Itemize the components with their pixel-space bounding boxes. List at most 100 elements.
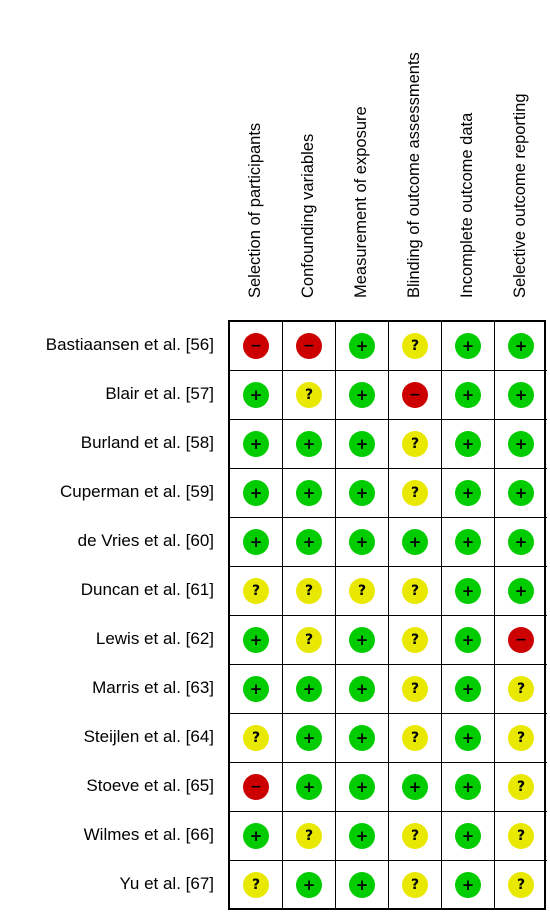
unclear-risk-icon: ? — [296, 823, 322, 849]
rating-cell: − — [230, 322, 283, 371]
column-header-label: Incomplete outcome data — [457, 112, 476, 298]
study-label: Cuperman et al. [59] — [59, 482, 214, 501]
unclear-risk-icon: ? — [402, 627, 428, 653]
low-risk-icon: + — [508, 333, 534, 359]
low-risk-icon: + — [508, 529, 534, 555]
rating-cell: + — [336, 861, 389, 908]
rating-cell: + — [230, 420, 283, 469]
low-risk-icon: + — [243, 480, 269, 506]
rating-cell: + — [283, 763, 336, 812]
rating-cell: + — [495, 371, 547, 420]
rating-cell: + — [442, 469, 495, 518]
low-risk-icon: + — [349, 823, 375, 849]
rating-cell: + — [442, 812, 495, 861]
rating-cell: ? — [283, 812, 336, 861]
low-risk-icon: + — [455, 382, 481, 408]
unclear-risk-icon: ? — [296, 578, 322, 604]
column-header-label: Measurement of exposure — [351, 105, 370, 298]
study-label: Bastiaansen et al. [56] — [45, 335, 214, 354]
unclear-risk-icon: ? — [402, 431, 428, 457]
high-risk-icon: − — [243, 774, 269, 800]
rating-cell: − — [283, 322, 336, 371]
rating-cell: ? — [389, 616, 442, 665]
rating-cell: + — [442, 322, 495, 371]
rating-cell: − — [495, 616, 547, 665]
rating-cell: ? — [389, 469, 442, 518]
study-label: Stoeve et al. [65] — [86, 776, 214, 795]
rating-cell: + — [336, 469, 389, 518]
rating-cell: + — [336, 665, 389, 714]
low-risk-icon: + — [296, 774, 322, 800]
low-risk-icon: + — [243, 823, 269, 849]
rating-cell: ? — [495, 763, 547, 812]
unclear-risk-icon: ? — [402, 578, 428, 604]
study-label: de Vries et al. [60] — [77, 531, 214, 550]
column-header: Confounding variables — [281, 0, 334, 314]
unclear-risk-icon: ? — [243, 578, 269, 604]
column-header: Incomplete outcome data — [440, 0, 493, 314]
rating-cell: ? — [283, 616, 336, 665]
low-risk-icon: + — [243, 627, 269, 653]
unclear-risk-icon: ? — [296, 382, 322, 408]
low-risk-icon: + — [455, 871, 481, 898]
unclear-risk-icon: ? — [243, 725, 269, 751]
low-risk-icon: + — [296, 725, 322, 751]
low-risk-icon: + — [349, 333, 375, 359]
rating-cell: + — [283, 665, 336, 714]
high-risk-icon: − — [402, 382, 428, 408]
low-risk-icon: + — [243, 431, 269, 457]
rating-cell: ? — [495, 861, 547, 908]
low-risk-icon: + — [455, 823, 481, 849]
rating-cell: ? — [389, 322, 442, 371]
rating-grid: − − +? + + +? + − + + + + +? + + + + +? + + + + + + + +???? + + +? +?… — [228, 320, 547, 910]
column-header: Blinding of outcome assessments — [387, 0, 440, 314]
column-header-label: Selection of participants — [245, 122, 264, 298]
study-label: Wilmes et al. [66] — [83, 825, 214, 844]
low-risk-icon: + — [349, 480, 375, 506]
low-risk-icon: + — [349, 382, 375, 408]
rating-cell: − — [389, 371, 442, 420]
rating-cell: + — [389, 763, 442, 812]
rating-cell: + — [389, 518, 442, 567]
unclear-risk-icon: ? — [402, 480, 428, 506]
rating-cell: + — [283, 469, 336, 518]
rating-cell: + — [442, 714, 495, 763]
rating-cell: + — [442, 420, 495, 469]
low-risk-icon: + — [455, 774, 481, 800]
low-risk-icon: + — [296, 529, 322, 555]
low-risk-icon: + — [508, 382, 534, 408]
rating-cell: + — [230, 371, 283, 420]
low-risk-icon: + — [296, 871, 322, 898]
rating-cell: + — [336, 420, 389, 469]
low-risk-icon: + — [243, 676, 269, 702]
rating-cell: + — [442, 616, 495, 665]
rating-cell: + — [336, 812, 389, 861]
unclear-risk-icon: ? — [508, 725, 534, 751]
unclear-risk-icon: ? — [508, 823, 534, 849]
low-risk-icon: + — [455, 676, 481, 702]
unclear-risk-icon: ? — [402, 333, 428, 359]
low-risk-icon: + — [296, 431, 322, 457]
rating-cell: ? — [389, 812, 442, 861]
rating-cell: + — [230, 616, 283, 665]
high-risk-icon: − — [296, 333, 322, 359]
study-label: Duncan et al. [61] — [80, 580, 214, 599]
column-header: Selective outcome reporting — [493, 0, 546, 314]
low-risk-icon: + — [349, 725, 375, 751]
high-risk-icon: − — [508, 627, 534, 653]
unclear-risk-icon: ? — [402, 823, 428, 849]
unclear-risk-icon: ? — [402, 871, 428, 898]
low-risk-icon: + — [349, 431, 375, 457]
rating-cell: + — [336, 616, 389, 665]
rating-cell: ? — [230, 714, 283, 763]
rating-cell: + — [283, 518, 336, 567]
rating-cell: + — [336, 518, 389, 567]
low-risk-icon: + — [402, 774, 428, 800]
low-risk-icon: + — [455, 529, 481, 555]
low-risk-icon: + — [349, 676, 375, 702]
low-risk-icon: + — [508, 431, 534, 457]
low-risk-icon: + — [402, 529, 428, 555]
rating-cell: + — [442, 861, 495, 908]
low-risk-icon: + — [455, 333, 481, 359]
